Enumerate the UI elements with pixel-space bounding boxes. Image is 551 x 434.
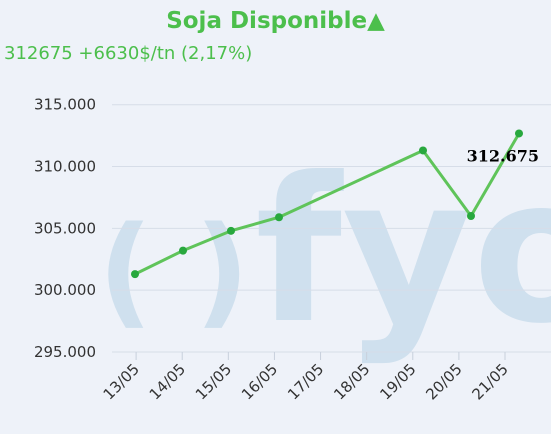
y-tick-label: 300.000 [34,281,96,299]
watermark-text: fyo [255,135,551,368]
y-tick-label: 305.000 [34,219,96,237]
x-tick-label: 14/05 [146,360,189,403]
data-point-21 [515,129,523,138]
data-point-20 [467,212,475,220]
last-value-label: 312.675 [467,146,539,165]
data-point-16 [275,213,283,222]
x-tick-label: 15/05 [192,360,235,403]
data-point-13 [131,270,139,279]
data-point-15 [227,226,235,235]
y-tick-label: 295.000 [34,343,96,361]
x-tick-label: 13/05 [100,360,143,403]
watermark-parens: ( ) [98,202,249,341]
y-tick-label: 315.000 [34,96,96,114]
price-change-summary: 312675 +6630$/tn (2,17%) [4,43,253,64]
data-point-14 [179,246,187,255]
y-tick-label: 310.000 [34,158,96,176]
data-point-19 [419,146,427,155]
y-axis: 295.000 300.000 305.000 310.000 315.000 [34,96,96,361]
series-soja: 312.675 [131,129,539,279]
y-gridlines [112,104,551,353]
chart-title: Soja Disponible▲ [166,8,385,34]
fyo-watermark: fyo ( ) [98,135,551,368]
